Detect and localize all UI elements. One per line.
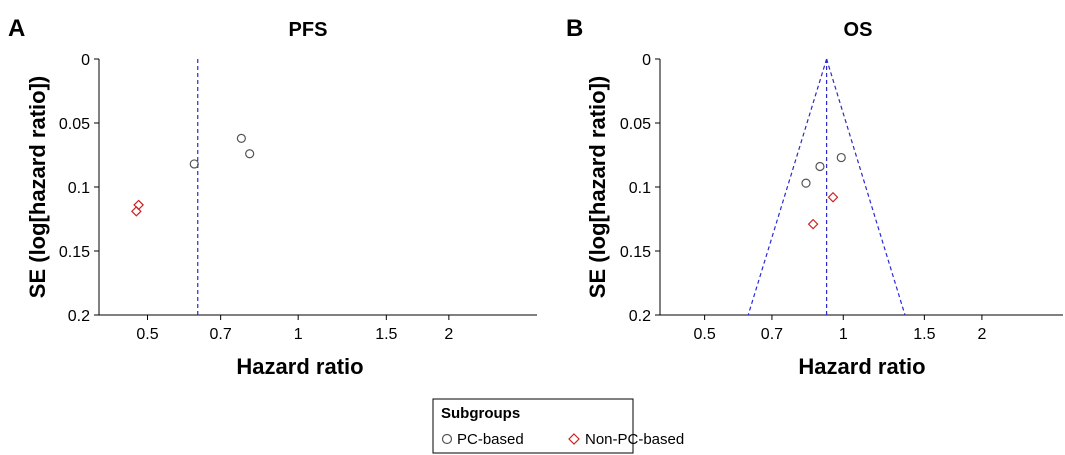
panel-b-letter: B — [566, 15, 583, 42]
panel-b-funnel-right-line — [826, 58, 906, 316]
panel-a-x-tick-label: 1 — [294, 326, 303, 343]
panel-a-y-tick-label: 0.15 — [59, 244, 90, 261]
panel-b-point-pc-based — [836, 152, 846, 163]
panel-b-x-axis-title: Hazard ratio — [798, 354, 925, 379]
panel-b-point-pc-based — [801, 178, 811, 188]
panel-b-y-tick-label: 0.05 — [620, 116, 651, 133]
legend-pc-based-label: PC-based — [457, 431, 524, 448]
panel-a-y-tick-label: 0 — [81, 52, 90, 69]
panel-b-os: B OS SE (log[hazard ratio]) Hazard ratio… — [566, 15, 1063, 379]
panel-a-point-pc-based — [189, 159, 199, 169]
panel-a-pfs: A PFS SE (log[hazard ratio]) Hazard rati… — [8, 15, 537, 379]
panel-a-x-axis-title: Hazard ratio — [236, 354, 363, 379]
panel-a-plot-area: 0 0.05 0.1 0.15 0.2 0.5 0.7 1 1.5 2 — [59, 52, 537, 343]
panel-b-x-tick-label: 2 — [977, 326, 986, 343]
panel-a-point-pc-based — [245, 149, 255, 159]
legend-box — [432, 398, 634, 454]
panel-b-point-pc-based — [815, 161, 825, 172]
panel-b-funnel-left-line — [747, 58, 828, 316]
panel-b-y-axis-title: SE (log[hazard ratio]) — [585, 76, 610, 298]
legend-pc-based-marker — [441, 433, 453, 445]
panel-b-point-non-pc-based — [827, 191, 839, 203]
panel-a-y-axis-title: SE (log[hazard ratio]) — [25, 76, 50, 298]
panel-a-y-tick-label: 0.2 — [68, 308, 90, 325]
panel-b-y-tick-label: 0 — [642, 52, 651, 69]
panel-a-x-tick-label: 1.5 — [375, 326, 397, 343]
panel-b-x-tick-label: 1 — [839, 326, 848, 343]
panel-b-x-tick-label: 0.5 — [694, 326, 716, 343]
legend-title: Subgroups — [441, 405, 520, 422]
panel-b-x-tick-label: 1.5 — [913, 326, 935, 343]
panel-b-y-tick-label: 0.2 — [629, 308, 651, 325]
panel-a-letter: A — [8, 15, 25, 42]
panel-b-y-tick-label: 0.1 — [629, 180, 651, 197]
panel-a-y-tick-label: 0.05 — [59, 116, 90, 133]
panel-a-x-tick-label: 2 — [444, 326, 453, 343]
panel-a-title: PFS — [289, 19, 328, 41]
legend: Subgroups PC-based Non-PC-based — [432, 398, 684, 454]
panel-b-y-tick-label: 0.15 — [620, 244, 651, 261]
panel-a-x-tick-label: 0.7 — [210, 326, 232, 343]
legend-non-pc-based-label: Non-PC-based — [585, 431, 684, 448]
panel-b-point-non-pc-based — [807, 218, 819, 230]
panel-b-x-tick-label: 0.7 — [761, 326, 783, 343]
panel-b-title: OS — [844, 19, 873, 41]
panel-b-plot-area: 0 0.05 0.1 0.15 0.2 0.5 0.7 1 1.5 2 — [620, 52, 1063, 343]
panel-a-y-tick-label: 0.1 — [68, 180, 90, 197]
legend-non-pc-based-marker — [568, 433, 580, 445]
panel-a-x-tick-label: 0.5 — [136, 326, 158, 343]
panel-a-point-non-pc-based — [131, 205, 142, 217]
panel-a-point-pc-based — [236, 133, 246, 143]
